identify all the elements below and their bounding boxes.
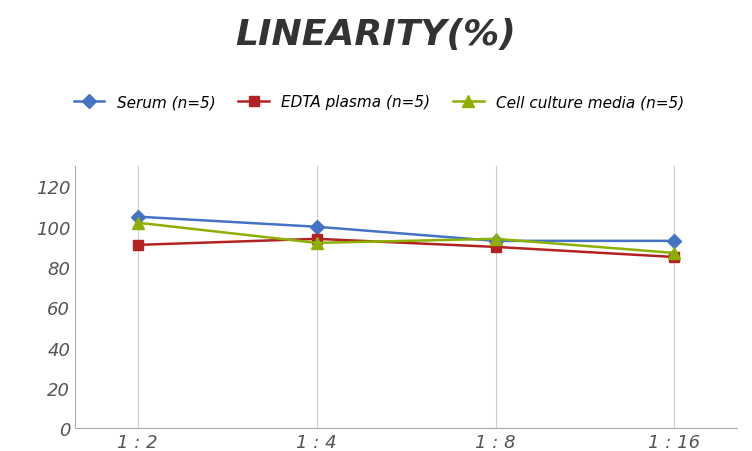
Legend: Serum (n=5), EDTA plasma (n=5), Cell culture media (n=5): Serum (n=5), EDTA plasma (n=5), Cell cul… [68, 89, 690, 116]
Serum (n=5) [670, 239, 679, 244]
Serum (n=5) [312, 225, 321, 230]
Cell culture media (n=5) [491, 237, 500, 242]
Line: Cell culture media (n=5): Cell culture media (n=5) [132, 218, 680, 259]
Text: LINEARITY(%): LINEARITY(%) [235, 18, 517, 52]
Serum (n=5) [491, 239, 500, 244]
Cell culture media (n=5) [133, 221, 142, 226]
Serum (n=5) [133, 215, 142, 220]
Cell culture media (n=5) [312, 241, 321, 246]
Line: Serum (n=5): Serum (n=5) [133, 212, 679, 246]
EDTA plasma (n=5) [133, 243, 142, 248]
EDTA plasma (n=5) [670, 255, 679, 260]
EDTA plasma (n=5) [491, 244, 500, 250]
Line: EDTA plasma (n=5): EDTA plasma (n=5) [133, 235, 679, 262]
EDTA plasma (n=5) [312, 237, 321, 242]
Cell culture media (n=5) [670, 251, 679, 256]
